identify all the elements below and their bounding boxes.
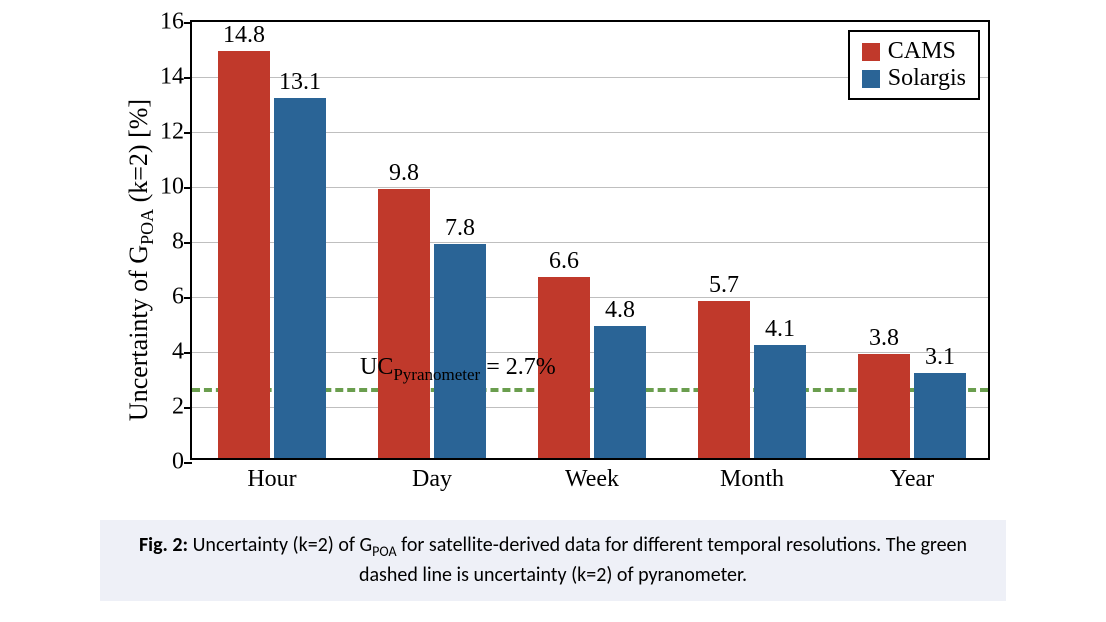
y-tick-label: 0 — [172, 449, 184, 476]
legend-swatch — [862, 70, 880, 88]
reference-line-label: UCPyranometer = 2.7% — [360, 354, 556, 385]
legend-label: CAMS — [888, 38, 956, 65]
legend-swatch — [862, 43, 880, 61]
x-tick-label: Hour — [247, 466, 296, 493]
bar-value-label: 3.8 — [869, 325, 899, 352]
bar-value-label: 4.8 — [605, 297, 635, 324]
bar-value-label: 4.1 — [765, 316, 795, 343]
y-tick-mark — [184, 187, 192, 189]
bar: 13.1 — [274, 98, 327, 458]
y-tick-label: 2 — [172, 394, 184, 421]
bar-value-label: 13.1 — [279, 69, 321, 96]
y-tick-mark — [184, 77, 192, 79]
legend-item: CAMS — [862, 38, 966, 65]
chart-container: Uncertainty of GPOA (k=2) [%] 0 2 4 6 8 10 12 1… — [100, 10, 1006, 510]
bar: 7.8 — [434, 244, 487, 459]
y-tick-label: 14 — [160, 64, 184, 91]
bar-value-label: 9.8 — [389, 160, 419, 187]
y-tick-label: 6 — [172, 284, 184, 311]
bar: 14.8 — [218, 51, 271, 458]
x-tick-label: Month — [720, 466, 784, 493]
x-tick-label: Year — [890, 466, 934, 493]
bar: 5.7 — [698, 301, 751, 458]
y-tick-label: 12 — [160, 119, 184, 146]
legend: CAMSSolargis — [848, 30, 980, 100]
y-tick-label: 10 — [160, 174, 184, 201]
legend-label: Solargis — [888, 65, 966, 92]
y-tick-mark — [184, 297, 192, 299]
x-tick-label: Week — [565, 466, 619, 493]
y-tick-mark — [184, 132, 192, 134]
x-tick-label: Day — [412, 466, 452, 493]
bar: 4.8 — [594, 326, 647, 458]
y-tick-mark — [184, 462, 192, 464]
bar-value-label: 7.8 — [445, 215, 475, 242]
y-tick-mark — [184, 352, 192, 354]
y-tick-label: 4 — [172, 339, 184, 366]
bar-value-label: 14.8 — [223, 22, 265, 49]
bar: 9.8 — [378, 189, 431, 459]
y-tick-label: 16 — [160, 9, 184, 36]
y-tick-label: 8 — [172, 229, 184, 256]
bar-value-label: 3.1 — [925, 344, 955, 371]
bar: 3.1 — [914, 373, 967, 458]
legend-item: Solargis — [862, 65, 966, 92]
y-tick-mark — [184, 407, 192, 409]
y-axis-label: Uncertainty of GPOA (k=2) [%] — [124, 99, 158, 421]
y-tick-mark — [184, 242, 192, 244]
bar: 3.8 — [858, 354, 911, 459]
bar: 4.1 — [754, 345, 807, 458]
bar-value-label: 5.7 — [709, 272, 739, 299]
plot-area: 0246810121416Hour14.813.1Day9.87.8Week6.… — [190, 20, 990, 460]
y-tick-mark — [184, 22, 192, 24]
figure-caption: Fig. 2: Uncertainty (k=2) of GPOA for sa… — [100, 520, 1006, 601]
bar-value-label: 6.6 — [549, 248, 579, 275]
